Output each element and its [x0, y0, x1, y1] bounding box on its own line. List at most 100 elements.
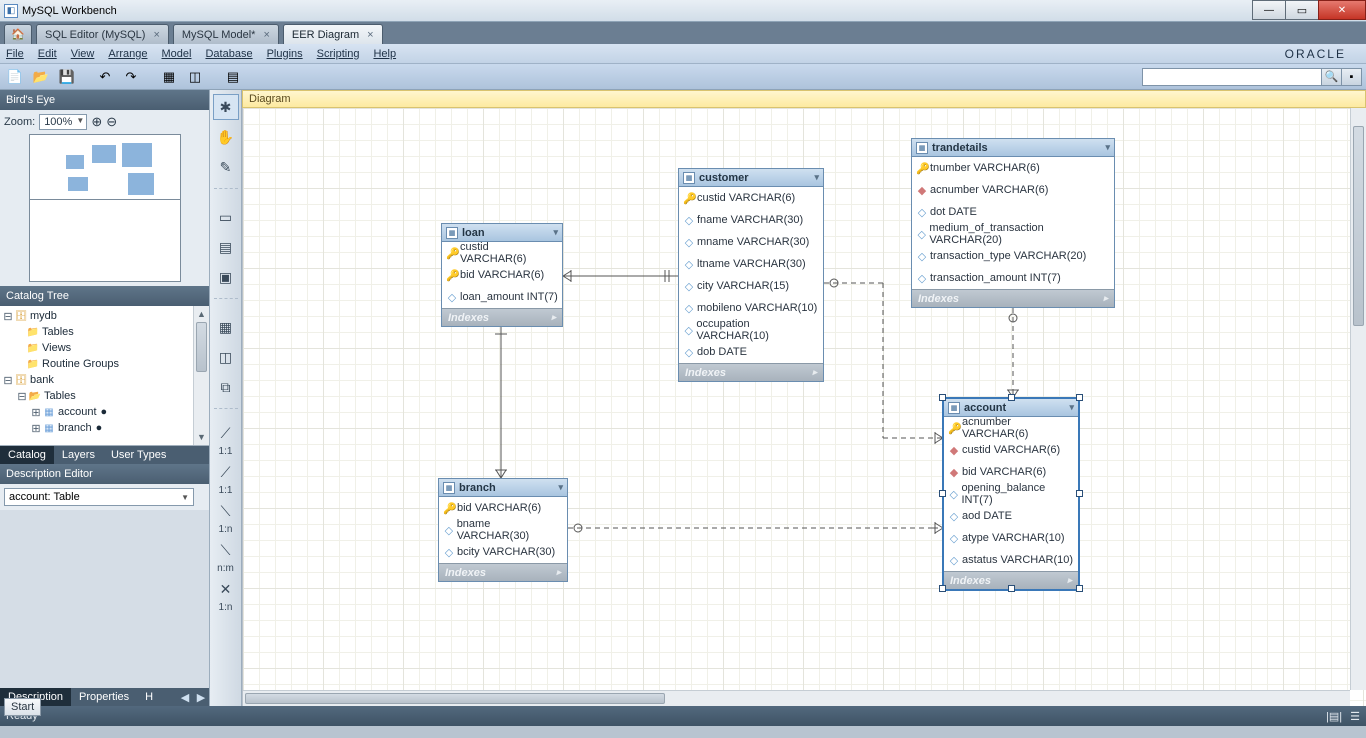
selection-handle[interactable]: [1076, 394, 1083, 401]
tree-folder-bank-tables[interactable]: ⊟📂Tables: [2, 388, 207, 404]
close-icon[interactable]: ×: [153, 29, 159, 41]
search-input[interactable]: [1142, 68, 1322, 86]
column-row[interactable]: ◇mobileno VARCHAR(10): [679, 297, 823, 319]
search-button[interactable]: 🔍: [1322, 68, 1342, 86]
indexes-footer[interactable]: Indexes▸: [912, 289, 1114, 307]
collapse-icon[interactable]: ▾: [558, 482, 563, 493]
column-row[interactable]: ◇astatus VARCHAR(10): [944, 549, 1078, 571]
indexes-footer[interactable]: Indexes▸: [442, 308, 562, 326]
minimap[interactable]: [29, 134, 181, 282]
collapse-icon[interactable]: ▾: [553, 227, 558, 238]
column-row[interactable]: ◇dob DATE: [679, 341, 823, 363]
collapse-icon[interactable]: ▾: [1105, 142, 1110, 153]
grid-button[interactable]: ▦: [158, 67, 180, 87]
column-row[interactable]: 🔑tnumber VARCHAR(6): [912, 157, 1114, 179]
undo-button[interactable]: ↶: [94, 67, 116, 87]
menu-help[interactable]: Help: [373, 48, 396, 60]
tree-folder-views[interactable]: 📁Views: [2, 340, 207, 356]
close-icon[interactable]: ×: [367, 29, 373, 41]
rel-1-n-nonid[interactable]: ⟋: [213, 463, 239, 481]
column-row[interactable]: ◇opening_balance INT(7): [944, 483, 1078, 505]
diagram-canvas[interactable]: ▦loan▾🔑custid VARCHAR(6)🔑bid VARCHAR(6)◇…: [242, 108, 1366, 706]
column-row[interactable]: ◆acnumber VARCHAR(6): [912, 179, 1114, 201]
collapse-icon[interactable]: ▾: [814, 172, 819, 183]
selection-handle[interactable]: [939, 394, 946, 401]
search-options-button[interactable]: ▪: [1342, 68, 1362, 86]
rel-1-1-id[interactable]: ⟍: [213, 502, 239, 520]
start-button[interactable]: Start: [4, 698, 41, 716]
tree-folder-tables[interactable]: 📁Tables: [2, 324, 207, 340]
tree-db-mydb[interactable]: ⊟🗄mydb: [2, 308, 207, 324]
zoom-select[interactable]: 100%: [39, 114, 87, 130]
entity-trandetails[interactable]: ▦trandetails▾🔑tnumber VARCHAR(6)◆acnumbe…: [911, 138, 1115, 308]
column-row[interactable]: 🔑custid VARCHAR(6): [442, 242, 562, 264]
menu-view[interactable]: View: [71, 48, 95, 60]
close-button[interactable]: ✕: [1318, 0, 1366, 20]
tab-properties[interactable]: Properties: [71, 688, 137, 706]
tab-sql-editor[interactable]: SQL Editor (MySQL)×: [36, 24, 169, 44]
entity-branch[interactable]: ▦branch▾🔑bid VARCHAR(6)◇bname VARCHAR(30…: [438, 478, 568, 582]
tree-db-bank[interactable]: ⊟🗄bank: [2, 372, 207, 388]
column-row[interactable]: ◇transaction_type VARCHAR(20): [912, 245, 1114, 267]
tab-history[interactable]: H: [137, 688, 161, 706]
eraser-tool[interactable]: ✎: [213, 154, 239, 180]
tab-catalog[interactable]: Catalog: [0, 446, 54, 464]
column-row[interactable]: ◇ltname VARCHAR(30): [679, 253, 823, 275]
column-row[interactable]: ◇occupation VARCHAR(10): [679, 319, 823, 341]
column-row[interactable]: ◇bcity VARCHAR(30): [439, 541, 567, 563]
column-row[interactable]: ◇bname VARCHAR(30): [439, 519, 567, 541]
catalog-scrollbar[interactable]: ▲ ▼: [193, 306, 209, 445]
menu-scripting[interactable]: Scripting: [317, 48, 360, 60]
menu-database[interactable]: Database: [205, 48, 252, 60]
rel-1-1-nonid[interactable]: ⟋: [213, 424, 239, 442]
maximize-button[interactable]: ▭: [1285, 0, 1319, 20]
column-row[interactable]: ◆custid VARCHAR(6): [944, 439, 1078, 461]
open-button[interactable]: 📂: [30, 67, 52, 87]
rel-1-n-id[interactable]: ⟍: [213, 541, 239, 559]
collapse-icon[interactable]: ▾: [1069, 402, 1074, 413]
column-row[interactable]: ◇medium_of_transaction VARCHAR(20): [912, 223, 1114, 245]
pointer-tool[interactable]: ✱: [213, 94, 239, 120]
validate-button[interactable]: ▤: [222, 67, 244, 87]
selection-handle[interactable]: [939, 490, 946, 497]
tab-usertypes[interactable]: User Types: [103, 446, 174, 464]
rel-n-m[interactable]: ✕: [213, 580, 239, 598]
canvas-scrollbar-v[interactable]: [1350, 108, 1366, 690]
column-row[interactable]: 🔑bid VARCHAR(6): [442, 264, 562, 286]
column-row[interactable]: ◇dot DATE: [912, 201, 1114, 223]
routine-tool[interactable]: ⧉: [213, 374, 239, 400]
indexes-footer[interactable]: Indexes▸: [439, 563, 567, 581]
column-row[interactable]: ◇mname VARCHAR(30): [679, 231, 823, 253]
selection-handle[interactable]: [1008, 585, 1015, 592]
column-row[interactable]: ◇transaction_amount INT(7): [912, 267, 1114, 289]
column-row[interactable]: 🔑custid VARCHAR(6): [679, 187, 823, 209]
align-button[interactable]: ◫: [184, 67, 206, 87]
layer-tool[interactable]: ▭: [213, 204, 239, 230]
menu-model[interactable]: Model: [162, 48, 192, 60]
entity-customer[interactable]: ▦customer▾🔑custid VARCHAR(6)◇fname VARCH…: [678, 168, 824, 382]
selection-handle[interactable]: [1076, 490, 1083, 497]
tab-scroll-right[interactable]: ▶: [193, 691, 209, 704]
column-row[interactable]: ◇loan_amount INT(7): [442, 286, 562, 308]
column-row[interactable]: ◇city VARCHAR(15): [679, 275, 823, 297]
column-row[interactable]: ◇atype VARCHAR(10): [944, 527, 1078, 549]
save-button[interactable]: 💾: [56, 67, 78, 87]
tab-eer-diagram[interactable]: EER Diagram×: [283, 24, 383, 44]
menu-plugins[interactable]: Plugins: [267, 48, 303, 60]
new-button[interactable]: 📄: [4, 67, 26, 87]
hand-tool[interactable]: ✋: [213, 124, 239, 150]
menu-edit[interactable]: Edit: [38, 48, 57, 60]
menu-file[interactable]: File: [6, 48, 24, 60]
canvas-scrollbar-h[interactable]: [243, 690, 1350, 706]
tab-layers[interactable]: Layers: [54, 446, 103, 464]
image-tool[interactable]: ▣: [213, 264, 239, 290]
column-row[interactable]: ◇fname VARCHAR(30): [679, 209, 823, 231]
tree-table-branch[interactable]: ⊞▦branch●: [2, 420, 207, 436]
column-row[interactable]: 🔑acnumber VARCHAR(6): [944, 417, 1078, 439]
column-row[interactable]: 🔑bid VARCHAR(6): [439, 497, 567, 519]
catalog-tree[interactable]: ⊟🗄mydb 📁Tables 📁Views 📁Routine Groups ⊟🗄…: [0, 306, 209, 438]
close-icon[interactable]: ×: [263, 29, 269, 41]
tree-folder-routines[interactable]: 📁Routine Groups: [2, 356, 207, 372]
view-tool[interactable]: ◫: [213, 344, 239, 370]
column-row[interactable]: ◆bid VARCHAR(6): [944, 461, 1078, 483]
